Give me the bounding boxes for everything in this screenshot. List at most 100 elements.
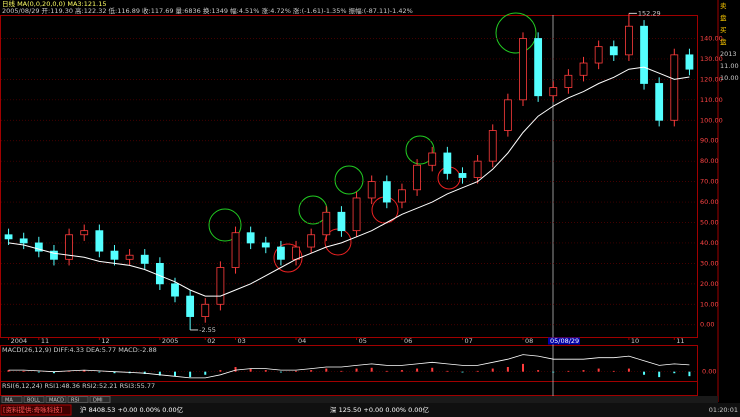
x-tick-label: 11 [41, 337, 49, 345]
side-item: 盘 [720, 13, 727, 22]
candle-body [216, 267, 225, 305]
candle-body [367, 181, 376, 199]
candle-body [292, 246, 300, 260]
status-sz: 深 125.50 +0.00 0.00% 0.00亿 [330, 405, 430, 414]
candle-body [534, 38, 543, 97]
candle-body [307, 234, 316, 248]
tab-bar [0, 396, 718, 403]
tab-label: DMI [93, 397, 103, 403]
side-item: 卖 [720, 2, 727, 10]
y-tick-label: 100.00 [700, 116, 723, 124]
x-tick-label: 03 [238, 337, 246, 345]
candle-body [519, 38, 527, 101]
tab-label: BOLL [27, 397, 40, 403]
candle-body [65, 234, 73, 260]
x-tick-label: 2005 [162, 337, 179, 345]
candle-body [549, 87, 558, 97]
price-frame [0, 15, 698, 338]
rsi-frame [0, 381, 698, 396]
tab-label: RSI [71, 397, 79, 403]
side-item: 买 [720, 26, 727, 34]
candle-body [50, 250, 58, 260]
tab[interactable] [67, 396, 89, 403]
circle [273, 243, 303, 273]
candle-body [640, 25, 648, 84]
candle-body [140, 254, 149, 264]
x-tick-label: 08 [525, 337, 533, 345]
candle-body [125, 254, 134, 260]
x-tick-label: 12 [101, 337, 109, 345]
side-item: 盘 [720, 37, 727, 46]
y-tick-label: 90.00 [700, 137, 719, 145]
candle-body [322, 211, 331, 236]
candle-body [609, 46, 618, 56]
tab[interactable] [23, 396, 45, 403]
y-tick-label: 50.00 [700, 219, 719, 227]
low-label: -2.55 [199, 326, 216, 334]
candle-body [625, 25, 633, 56]
candle-body [80, 230, 89, 236]
candle-body [398, 189, 406, 203]
status-bar [0, 403, 740, 417]
circle [208, 208, 242, 242]
y-tick-label: 130.00 [700, 55, 723, 63]
tab-label: MA [5, 397, 13, 403]
macd-title: MACD(26,12,9) DIFF:4.33 DEA:5.77 MACD:-2… [2, 346, 157, 354]
candle-body [564, 74, 573, 88]
candle-body [382, 181, 391, 203]
candle-body [110, 250, 119, 260]
candle-body [488, 130, 497, 162]
tab[interactable] [1, 396, 23, 403]
candle-body [685, 54, 694, 70]
candle-body [246, 232, 255, 244]
status-sh: 沪 8408.53 +0.00 0.00% 0.00亿 [80, 405, 184, 414]
y-tick-label: 40.00 [700, 239, 719, 247]
chart-title: 日线 MA(0,0,20,0,0) MA3:121.15 [2, 0, 106, 8]
candle-body [231, 232, 240, 268]
source-box [0, 404, 72, 416]
y-tick-label: 0.00 [702, 368, 716, 376]
x-tick-label: 02 [207, 337, 215, 345]
candle-body [670, 54, 679, 121]
candle-body [95, 230, 104, 252]
candle-body [337, 211, 346, 232]
candle-body [277, 246, 285, 260]
candle-body [171, 283, 179, 297]
x-tick-label: 11 [676, 337, 684, 345]
rsi-title: RSI(6,12,24) RSI1:48.36 RSI2:52.21 RSI3:… [2, 382, 155, 390]
dif-line [8, 354, 690, 379]
circle [405, 135, 435, 165]
y-tick-label: 120.00 [700, 75, 723, 83]
y-tick-label: 70.00 [700, 178, 719, 186]
candle-body [458, 173, 467, 178]
candle-body [579, 62, 588, 76]
chart-subtitle: 2005/08/29 开:119.30 高:122.32 低:116.89 收:… [2, 6, 413, 15]
tab[interactable] [45, 396, 67, 403]
candle-body [4, 234, 13, 240]
y-tick-label: 60.00 [700, 198, 719, 206]
y-tick-label: 80.00 [700, 157, 719, 165]
y-tick-label: 0.00 [700, 321, 714, 329]
candle-body [261, 242, 270, 248]
side-item: 2013 [720, 50, 737, 58]
x-tick-label: 10 [631, 337, 639, 345]
circle [334, 165, 364, 195]
y-tick-label: 140.00 [700, 34, 723, 42]
green-circles [208, 12, 537, 242]
candle-body [594, 46, 603, 64]
circle [495, 12, 537, 54]
candle-body [201, 303, 210, 317]
candle-body [19, 238, 28, 244]
candle-body [503, 99, 512, 131]
circle [298, 195, 328, 225]
tab[interactable] [89, 396, 111, 403]
side-item: 10.00 [720, 74, 739, 82]
tab-label: MACD [49, 397, 64, 403]
candle-body [413, 164, 421, 191]
cursor-label: 05/08/29 [550, 337, 579, 345]
y-tick-label: 30.00 [700, 259, 719, 267]
candle-body [473, 160, 482, 178]
candle-body [34, 242, 43, 252]
